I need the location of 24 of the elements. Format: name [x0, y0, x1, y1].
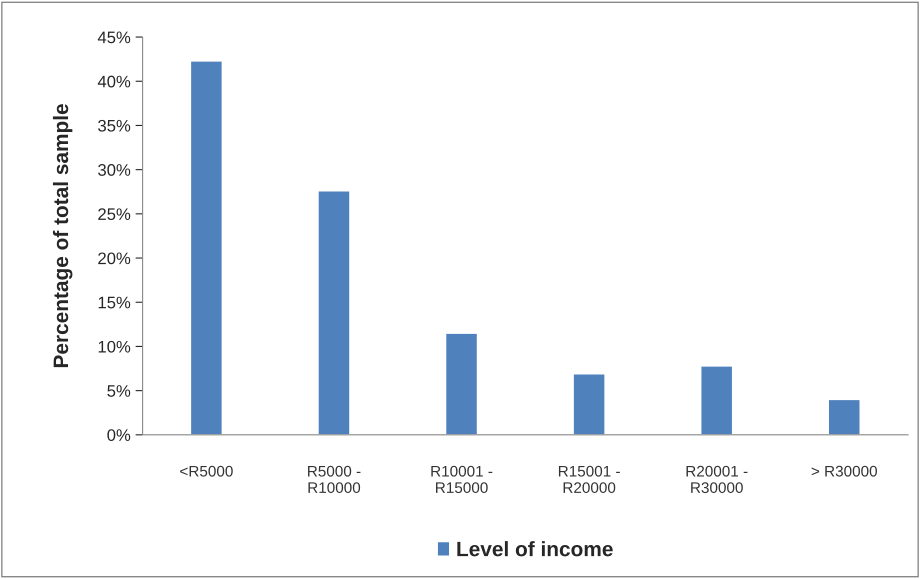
y-tick-label: 30%	[98, 164, 130, 176]
y-axis-title: Percentage of total sample	[52, 104, 72, 368]
x-tick-label: <R5000	[180, 466, 233, 477]
bar	[700, 365, 734, 435]
bar	[444, 332, 478, 435]
legend-label: Level of income	[457, 541, 613, 556]
y-tick-label: 25%	[98, 208, 130, 220]
y-tick-label: 0%	[107, 429, 130, 442]
x-tick-label: R10001 - R15000	[431, 466, 492, 494]
x-tick-label: R5000 - R10000	[308, 466, 360, 494]
y-tick-label: 10%	[98, 340, 130, 353]
bar	[572, 373, 606, 435]
bar	[317, 190, 351, 435]
y-tick-label: 15%	[98, 296, 130, 308]
y-tick-label: 20%	[98, 252, 130, 264]
x-tick-label: R20001 - R30000	[686, 466, 748, 494]
x-tick-label: R15001 - R20000	[558, 466, 620, 494]
y-tick-label: 35%	[98, 120, 130, 132]
bar	[828, 398, 861, 435]
y-tick-label: 40%	[98, 76, 130, 88]
bar	[190, 60, 224, 435]
x-tick-label: > R30000	[812, 466, 877, 477]
y-tick-label: 45%	[98, 32, 130, 44]
y-tick-label: 5%	[107, 385, 130, 397]
